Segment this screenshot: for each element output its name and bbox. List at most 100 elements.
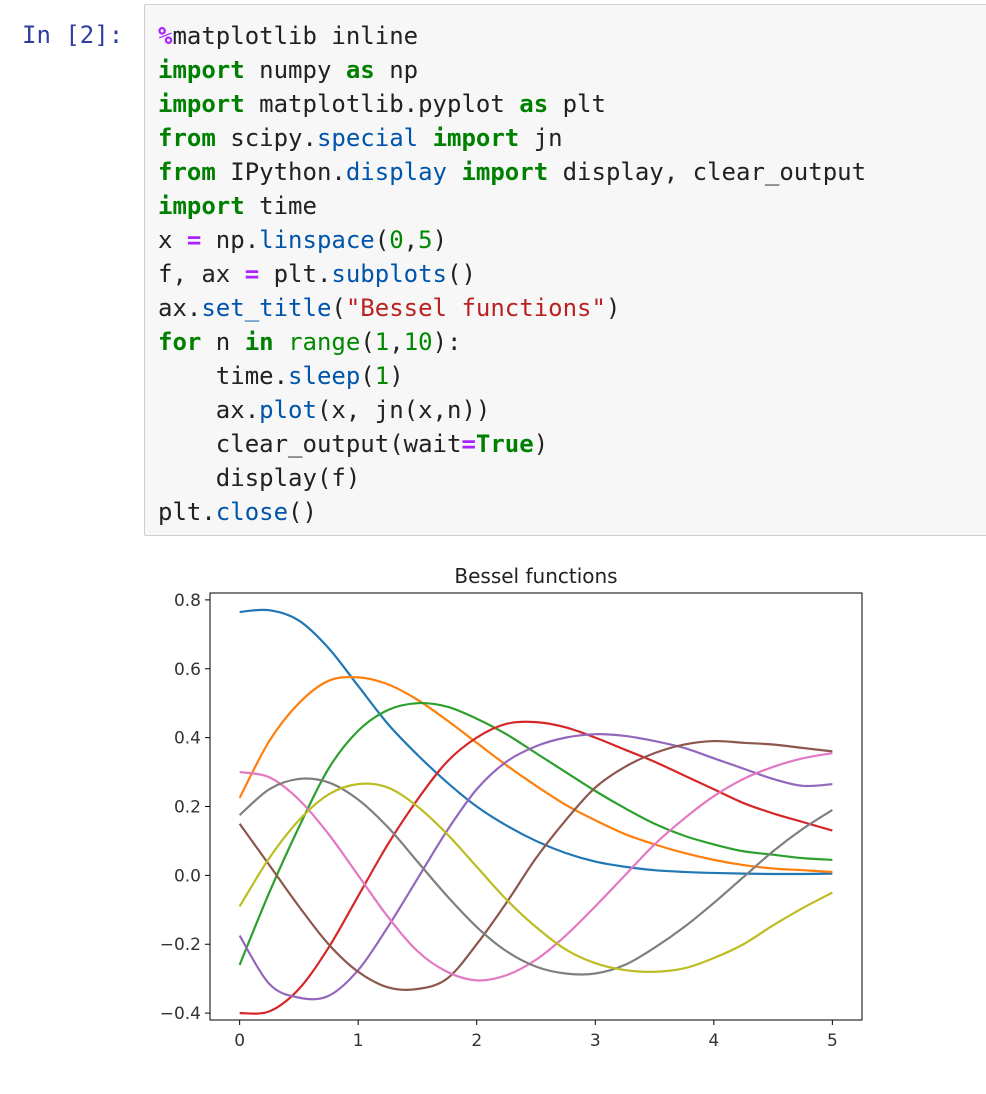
chart-title: Bessel functions (454, 564, 617, 588)
code-token: plt (548, 90, 606, 118)
code-token: matplotlib.pyplot (244, 90, 520, 118)
series-line-2 (238, 675, 833, 874)
code-token: special (316, 124, 419, 152)
code-token: plt. (259, 260, 332, 288)
series-line-8 (238, 777, 833, 976)
code-token: (x, jn(x,n)) (316, 396, 491, 424)
y-tick-label: 0.4 (174, 729, 201, 749)
code-token: subplots (331, 260, 447, 288)
x-tick-label: 3 (590, 1031, 601, 1051)
code-token: as (345, 56, 375, 84)
bessel-chart: 0 1 2 3 4 5 −0.4 −0.2 0.0 0.2 0.4 0.6 0.8 Bessel func… (160, 564, 863, 1051)
code-token: ) (605, 294, 621, 322)
code-token: ( (360, 362, 375, 390)
code-token: 5 (418, 226, 433, 254)
x-tick-label: 5 (827, 1031, 838, 1051)
code-token: range (288, 328, 361, 356)
code-token: ax. (158, 396, 260, 424)
code-token: scipy. (215, 124, 317, 152)
code-cell-editor[interactable]: %matplotlib inline import numpy as np impo… (144, 4, 986, 536)
code-line: x = np.linspace(0,5) (158, 223, 866, 257)
code-token: ( (374, 226, 390, 254)
series-line-9 (238, 782, 833, 973)
code-line: time.sleep(1) (158, 359, 866, 393)
y-tick-label: 0.2 (174, 798, 201, 818)
code-token: display(f) (158, 464, 361, 492)
code-token: , (403, 226, 419, 254)
y-tick-label: 0.0 (174, 866, 201, 886)
code-line: plt.close() (158, 495, 866, 529)
code-token: time (244, 192, 317, 220)
code-token (274, 328, 288, 356)
code-token: close (215, 498, 289, 526)
code-token: import (461, 158, 549, 186)
code-token: for (158, 328, 202, 356)
code-token: ( (360, 328, 375, 356)
code-token: linspace (259, 226, 375, 254)
code-line: import time (158, 189, 866, 223)
code-token: 1 (374, 362, 390, 390)
code-token: ) (389, 362, 404, 390)
x-tick-label: 1 (353, 1031, 364, 1051)
code-token: import (158, 192, 245, 220)
input-prompt: In [2]: (22, 21, 124, 49)
code-token: import (158, 90, 245, 118)
code-editor-text[interactable]: %matplotlib inline import numpy as np impo… (158, 19, 866, 529)
series-line-3 (238, 701, 833, 966)
code-token: True (475, 430, 534, 458)
code-token: ): (432, 328, 462, 356)
code-token: display (345, 158, 447, 186)
series-line-7 (239, 752, 833, 982)
code-line: f, ax = plt.subplots() (158, 257, 866, 291)
y-tick-label: 0.8 (174, 591, 201, 611)
code-token: 10 (403, 328, 433, 356)
code-token: () (288, 498, 317, 526)
code-token (447, 158, 461, 186)
code-line: for n in range(1,10): (158, 325, 866, 359)
code-token: set_title (201, 294, 332, 322)
code-token: 0 (389, 226, 404, 254)
code-line: from IPython.display import display, cle… (158, 155, 866, 189)
x-tick-label: 0 (234, 1031, 245, 1051)
code-token: = (186, 226, 202, 254)
code-token: sleep (288, 362, 361, 390)
code-token: from (158, 124, 216, 152)
code-token: np. (201, 226, 260, 254)
code-token: x (158, 226, 187, 254)
y-tick-label: 0.6 (174, 660, 201, 680)
x-tick-label: 4 (708, 1031, 719, 1051)
code-token: ax. (158, 294, 202, 322)
cell-output-area: 0 1 2 3 4 5 −0.4 −0.2 0.0 0.2 0.4 0.6 0.8 Bessel func… (144, 550, 986, 1090)
code-line: ax.plot(x, jn(x,n)) (158, 393, 866, 427)
code-token: IPython. (215, 158, 346, 186)
code-token: plot (259, 396, 317, 424)
code-token: ) (533, 430, 549, 458)
series-line-4 (239, 720, 833, 1015)
code-token: ( (331, 294, 346, 322)
code-token: = (461, 430, 476, 458)
series-line-5 (238, 733, 833, 1001)
code-token: display, clear_output (548, 158, 867, 186)
code-token: numpy (244, 56, 346, 84)
code-token (418, 124, 432, 152)
code-token: = (244, 260, 260, 288)
code-token: in (244, 328, 274, 356)
code-line: import numpy as np (158, 53, 866, 87)
code-token: jn (519, 124, 563, 152)
code-line: ax.set_title("Bessel functions") (158, 291, 866, 325)
code-token: import (158, 56, 245, 84)
code-token: import (432, 124, 520, 152)
code-token: plt. (158, 498, 216, 526)
code-line: display(f) (158, 461, 866, 495)
code-token: time. (158, 362, 289, 390)
code-token: f, ax (158, 260, 245, 288)
code-line: from scipy.special import jn (158, 121, 866, 155)
x-tick-label: 2 (471, 1031, 482, 1051)
code-token: % (158, 22, 173, 50)
y-tick-label: −0.2 (160, 935, 201, 955)
series-line-1 (239, 608, 833, 876)
code-token: from (158, 158, 216, 186)
code-line: clear_output(wait=True) (158, 427, 866, 461)
code-token: "Bessel functions" (345, 294, 606, 322)
code-line: import matplotlib.pyplot as plt (158, 87, 866, 121)
